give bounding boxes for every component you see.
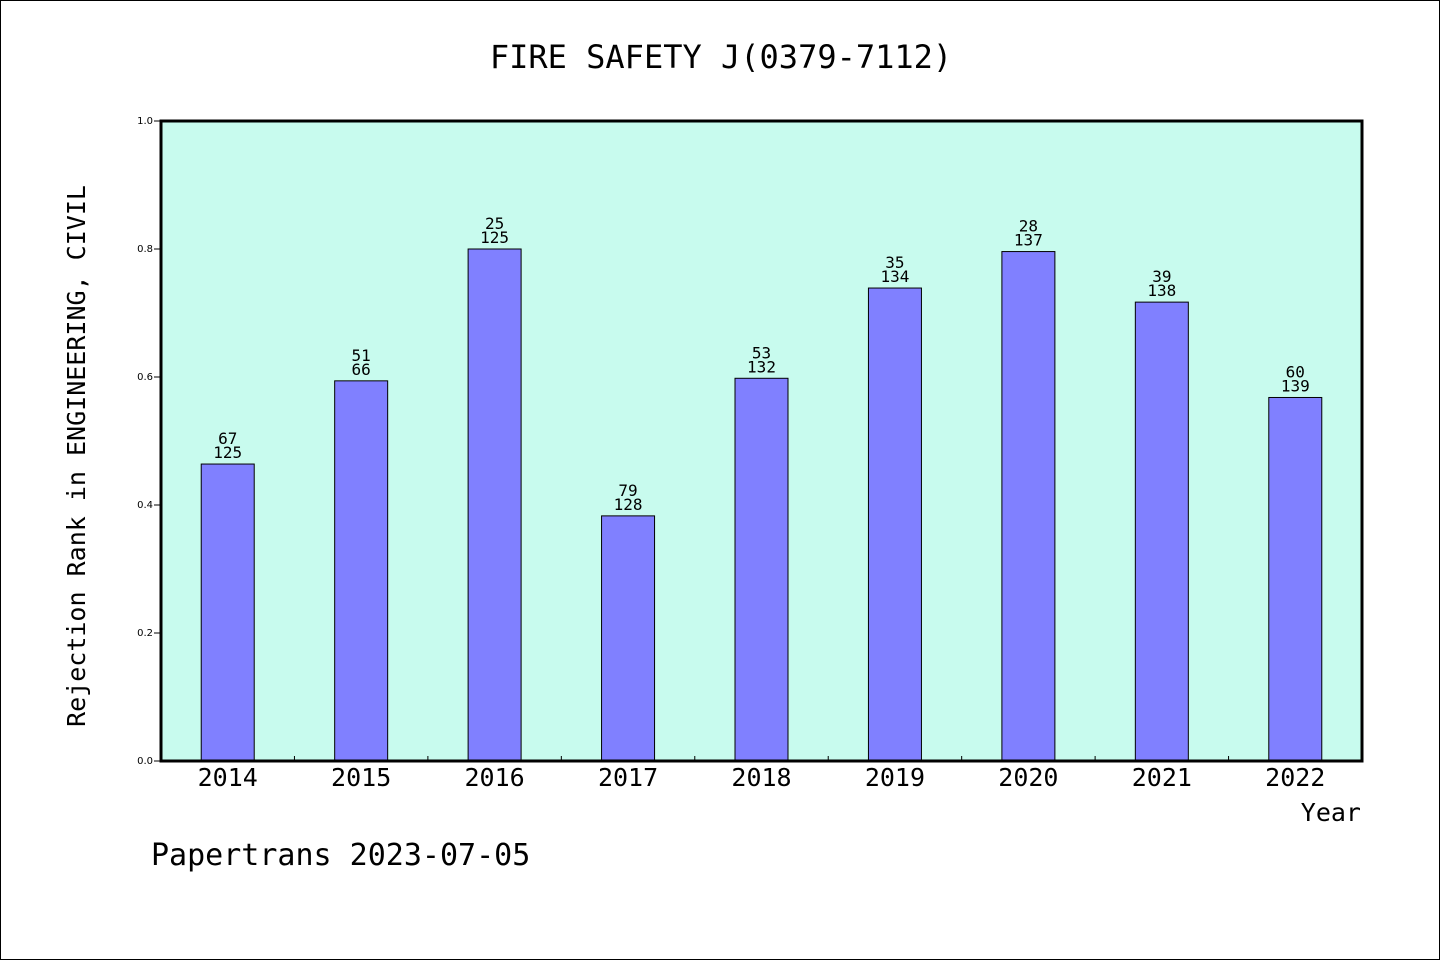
x-axis-label: Year bbox=[1301, 798, 1361, 827]
x-axis-ticks: 2014 2015 2016 2017 2018 2019 2020 2021 2022 bbox=[198, 756, 1325, 792]
bar-rank-label: 53 bbox=[752, 343, 771, 362]
bar-total-label: 137 bbox=[1014, 231, 1043, 250]
bar-total-label: 128 bbox=[614, 495, 643, 514]
x-tick-label: 2016 bbox=[465, 763, 525, 792]
bar-2017 bbox=[601, 515, 656, 762]
x-tick-label: 2019 bbox=[865, 763, 925, 792]
bar-2018 bbox=[734, 377, 789, 762]
bar-series bbox=[200, 248, 1323, 762]
x-tick-label: 2021 bbox=[1132, 763, 1192, 792]
footer-caption: Papertrans 2023-07-05 bbox=[151, 838, 530, 873]
y-tick-label: 0.6 bbox=[137, 372, 153, 383]
x-tick-label: 2014 bbox=[198, 763, 258, 792]
bar-total-label: 132 bbox=[747, 357, 776, 376]
x-tick-label: 2015 bbox=[331, 763, 391, 792]
bar-2019 bbox=[867, 287, 922, 762]
y-tick-label: 1.0 bbox=[137, 116, 153, 127]
y-tick-label: 0.0 bbox=[137, 756, 153, 767]
bar-total-label: 125 bbox=[213, 443, 242, 462]
bar-data-labels: 6712551662512579128531323513428137391386… bbox=[213, 214, 1309, 514]
y-axis-ticks: 0.0 0.2 0.4 0.6 0.8 1.0 bbox=[137, 116, 161, 767]
plot-border bbox=[159, 119, 1364, 763]
bar-2021 bbox=[1134, 301, 1189, 762]
x-tick-label: 2022 bbox=[1265, 763, 1325, 792]
bar-rank-label: 67 bbox=[218, 429, 237, 448]
bar-total-label: 138 bbox=[1147, 281, 1176, 300]
bar-2020 bbox=[1001, 251, 1056, 762]
bar-total-label: 125 bbox=[480, 228, 509, 247]
y-axis-label: Rejection Rank in ENGINEERING, CIVIL bbox=[62, 185, 91, 727]
x-tick-label: 2020 bbox=[998, 763, 1058, 792]
bar-rank-label: 28 bbox=[1019, 217, 1038, 236]
bar-rank-label: 60 bbox=[1286, 362, 1305, 381]
y-tick-label: 0.4 bbox=[137, 500, 153, 511]
y-tick-label: 0.8 bbox=[137, 244, 153, 255]
chart-title: FIRE SAFETY J(0379-7112) bbox=[490, 38, 952, 76]
bar-rank-label: 25 bbox=[485, 214, 504, 233]
bar-2014 bbox=[200, 463, 255, 762]
bar-rank-label: 79 bbox=[618, 481, 637, 500]
x-tick-label: 2017 bbox=[598, 763, 658, 792]
bar-total-label: 139 bbox=[1281, 376, 1310, 395]
bar-2016 bbox=[467, 248, 522, 762]
bar-2015 bbox=[334, 380, 389, 762]
bar-total-label: 66 bbox=[352, 360, 371, 379]
bar-rank-label: 51 bbox=[352, 346, 371, 365]
bar-total-label: 134 bbox=[880, 267, 909, 286]
bar-rank-label: 35 bbox=[885, 253, 904, 272]
x-tick-label: 2018 bbox=[731, 763, 791, 792]
bar-2022 bbox=[1268, 396, 1323, 762]
bar-rank-label: 39 bbox=[1152, 267, 1171, 286]
y-tick-label: 0.2 bbox=[137, 628, 153, 639]
